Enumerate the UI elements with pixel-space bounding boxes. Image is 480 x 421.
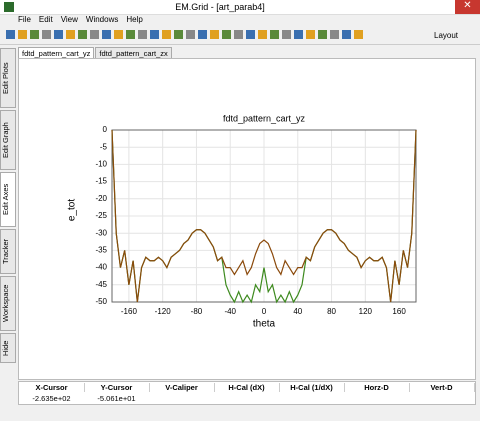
tool-icon[interactable] bbox=[198, 30, 207, 39]
x-tick-label: -120 bbox=[155, 307, 172, 316]
y-tick-label: 0 bbox=[103, 125, 108, 134]
y-tick-label: -30 bbox=[95, 228, 107, 237]
y-tick-label: -10 bbox=[95, 160, 107, 169]
close-button[interactable]: ✕ bbox=[455, 0, 480, 14]
tool-icon[interactable] bbox=[282, 30, 291, 39]
toolbar: Layout bbox=[0, 27, 480, 45]
y-axis-label: e_tot bbox=[67, 199, 78, 221]
window-title: EM.Grid - [art_parab4] bbox=[175, 2, 265, 12]
status-value: -5.061e+01 bbox=[97, 394, 136, 403]
tool-icon[interactable] bbox=[6, 30, 15, 39]
status-header: V-Caliper bbox=[149, 383, 215, 392]
tool-icon[interactable] bbox=[54, 30, 63, 39]
status-value: -2.635e+02 bbox=[32, 394, 71, 403]
status-header: Y-Cursor bbox=[84, 383, 150, 392]
tool-icon[interactable] bbox=[138, 30, 147, 39]
x-tick-label: -80 bbox=[191, 307, 203, 316]
x-tick-label: 120 bbox=[359, 307, 373, 316]
tool-icon[interactable] bbox=[186, 30, 195, 39]
chart-title: fdtd_pattern_cart_yz bbox=[223, 113, 306, 123]
tool-icon[interactable] bbox=[30, 30, 39, 39]
tool-icon[interactable] bbox=[294, 30, 303, 39]
x-tick-label: -160 bbox=[121, 307, 138, 316]
menu-item[interactable]: File bbox=[18, 15, 31, 24]
tool-icon[interactable] bbox=[354, 30, 363, 39]
menu-item[interactable]: Edit bbox=[38, 15, 53, 24]
y-tick-label: -40 bbox=[95, 263, 107, 272]
layout-button[interactable]: Layout bbox=[434, 31, 459, 40]
tool-icon[interactable] bbox=[42, 30, 51, 39]
status-header: X-Cursor bbox=[19, 383, 85, 392]
menu-bar: File Edit View Windows Help bbox=[18, 15, 143, 26]
app-icon bbox=[4, 2, 14, 12]
tool-icons bbox=[6, 30, 363, 39]
series-line bbox=[111, 129, 417, 303]
menu-item[interactable]: Help bbox=[126, 15, 143, 24]
y-tick-label: -50 bbox=[95, 297, 107, 306]
title-bar: EM.Grid - [art_parab4] ✕ bbox=[0, 0, 480, 15]
tool-icon[interactable] bbox=[162, 30, 171, 39]
tool-icon[interactable] bbox=[114, 30, 123, 39]
y-tick-label: -15 bbox=[95, 177, 107, 186]
tool-icon[interactable] bbox=[18, 30, 27, 39]
tool-icon[interactable] bbox=[90, 30, 99, 39]
y-tick-label: -20 bbox=[95, 194, 107, 203]
x-tick-label: 0 bbox=[262, 307, 267, 316]
status-header: Horz-D bbox=[344, 383, 410, 392]
plot-frame bbox=[111, 129, 417, 303]
x-tick-label: 80 bbox=[327, 307, 336, 316]
tool-icon[interactable] bbox=[258, 30, 267, 39]
x-tick-label: 40 bbox=[293, 307, 302, 316]
status-header: H-Cal (1/dX) bbox=[279, 383, 345, 392]
menu-item[interactable]: View bbox=[60, 15, 78, 24]
tool-icon[interactable] bbox=[150, 30, 159, 39]
tool-icon[interactable] bbox=[306, 30, 315, 39]
menu-item[interactable]: Windows bbox=[85, 15, 119, 24]
plot-area bbox=[18, 58, 476, 380]
tool-icon[interactable] bbox=[246, 30, 255, 39]
y-tick-label: -5 bbox=[100, 142, 108, 151]
tool-icon[interactable] bbox=[126, 30, 135, 39]
y-tick-label: -25 bbox=[95, 211, 107, 220]
status-header: Vert-D bbox=[409, 383, 475, 392]
tool-icon[interactable] bbox=[342, 30, 351, 39]
x-tick-label: 160 bbox=[392, 307, 406, 316]
tool-icon[interactable] bbox=[78, 30, 87, 39]
status-table: X-Cursor Y-Cursor V-Caliper H-Cal (dX) H-Cal… bbox=[18, 381, 476, 405]
tool-icon[interactable] bbox=[318, 30, 327, 39]
tool-icon[interactable] bbox=[210, 30, 219, 39]
tool-icon[interactable] bbox=[102, 30, 111, 39]
tool-icon[interactable] bbox=[66, 30, 75, 39]
y-tick-label: -35 bbox=[95, 246, 107, 255]
status-header: H-Cal (dX) bbox=[214, 383, 280, 392]
tool-icon[interactable] bbox=[174, 30, 183, 39]
y-tick-label: -45 bbox=[95, 280, 107, 289]
x-axis-label: theta bbox=[253, 319, 276, 330]
tool-icon[interactable] bbox=[270, 30, 279, 39]
tool-icon[interactable] bbox=[222, 30, 231, 39]
tool-icon[interactable] bbox=[234, 30, 243, 39]
x-tick-label: -40 bbox=[224, 307, 236, 316]
tool-icon[interactable] bbox=[330, 30, 339, 39]
